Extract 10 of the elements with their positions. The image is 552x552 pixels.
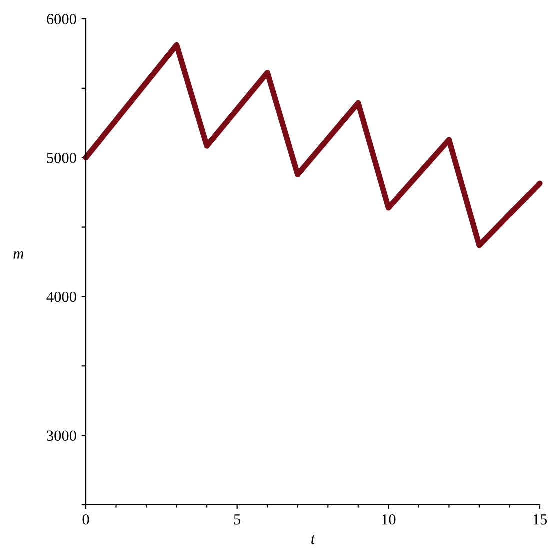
y-tick-label: 6000 bbox=[47, 14, 76, 24]
y-tick-label: 5000 bbox=[47, 153, 76, 164]
x-tick-label: 5 bbox=[234, 514, 241, 525]
x-tick-label: 15 bbox=[534, 514, 548, 525]
x-tick-label: 10 bbox=[382, 514, 396, 525]
y-tick-label: 3000 bbox=[47, 430, 76, 442]
y-tick-label: 4000 bbox=[46, 292, 76, 302]
y-axis-title: m bbox=[14, 252, 24, 259]
x-tick-label: 0 bbox=[82, 514, 90, 525]
x-axis-title: t bbox=[312, 535, 316, 544]
